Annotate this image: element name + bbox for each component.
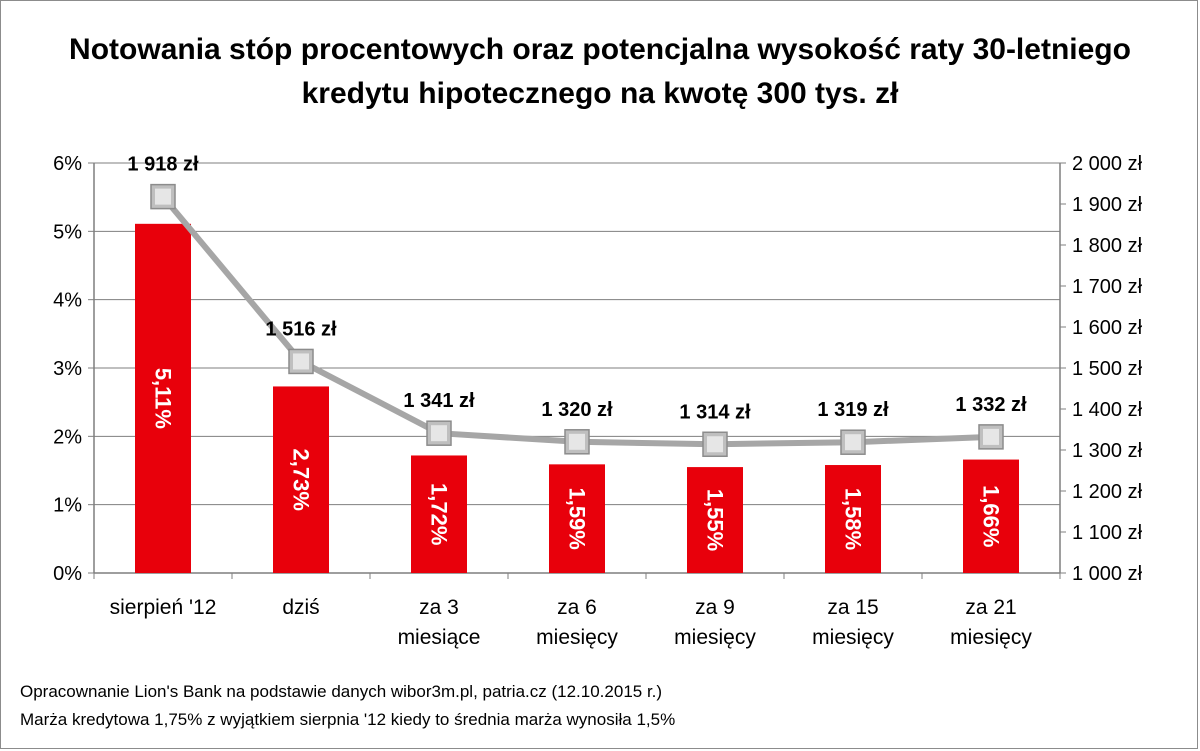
right-axis-tick-label: 1 300 zł: [1072, 440, 1143, 462]
x-axis-category-label: za 21: [965, 596, 1016, 619]
left-axis-tick-label: 4%: [53, 290, 82, 312]
bar: [687, 467, 743, 573]
chart-title-line-2: kredytu hipotecznego na kwotę 300 tys. z…: [301, 77, 899, 110]
x-axis-category-label: miesięcy: [674, 626, 756, 649]
line-value-label: 1 320 zł: [541, 399, 613, 421]
right-axis-tick-label: 1 400 zł: [1072, 399, 1143, 421]
bar: [963, 459, 1019, 573]
line-marker-highlight: [983, 428, 999, 445]
left-axis-tick-label: 0%: [53, 563, 82, 585]
source-note: Opracownanie Lion's Bank na podstawie da…: [20, 682, 663, 701]
bar-value-label: 1,59%: [565, 487, 590, 549]
x-axis-category-label: sierpień '12: [110, 596, 217, 619]
left-axis-tick-label: 5%: [53, 221, 82, 243]
right-axis-tick-label: 1 200 zł: [1072, 481, 1143, 503]
x-axis-category-label: miesiące: [398, 626, 481, 649]
right-axis-tick-label: 1 900 zł: [1072, 194, 1143, 216]
line-marker-highlight: [293, 353, 309, 370]
bar-value-label: 1,55%: [703, 489, 728, 551]
right-axis-tick-label: 1 600 zł: [1072, 317, 1143, 339]
bar-value-label: 5,11%: [151, 368, 176, 429]
left-axis-tick-label: 2%: [53, 426, 82, 448]
bar: [411, 455, 467, 573]
x-axis-category-label: za 3: [419, 596, 459, 619]
right-axis-tick-label: 1 700 zł: [1072, 276, 1143, 298]
bar: [549, 464, 605, 573]
line-value-label: 1 332 zł: [955, 394, 1027, 416]
x-axis-category-label: za 15: [827, 596, 878, 619]
line-marker-highlight: [155, 188, 171, 205]
left-axis-tick-label: 1%: [53, 495, 82, 517]
bar-value-label: 1,66%: [979, 485, 1004, 547]
line-value-label: 1 341 zł: [403, 390, 475, 412]
bar: [273, 386, 329, 573]
bar: [825, 465, 881, 573]
right-axis-tick-label: 1 000 zł: [1072, 563, 1143, 585]
right-axis-tick-label: 1 500 zł: [1072, 358, 1143, 380]
x-axis-category-label: miesięcy: [536, 626, 618, 649]
line-marker-highlight: [431, 425, 447, 442]
line-value-label: 1 314 zł: [679, 401, 751, 423]
x-axis-category-label: miesięcy: [812, 626, 894, 649]
line-marker-highlight: [569, 433, 585, 450]
chart-title: Notowania stóp procentowych oraz potencj…: [0, 28, 1200, 116]
left-axis-tick-label: 6%: [53, 153, 82, 175]
right-axis-tick-label: 1 100 zł: [1072, 522, 1143, 544]
x-axis-category-label: dziś: [282, 596, 319, 619]
bar-value-label: 2,73%: [289, 449, 314, 511]
left-axis-tick-label: 3%: [53, 358, 82, 380]
margin-note: Marża kredytowa 1,75% z wyjątkiem sierpn…: [20, 710, 676, 729]
line-marker-highlight: [707, 436, 723, 453]
x-axis-category-label: miesięcy: [950, 626, 1032, 649]
bar-value-label: 1,58%: [841, 488, 866, 550]
chart-title-line-1: Notowania stóp procentowych oraz potencj…: [69, 33, 1131, 66]
right-axis-tick-label: 1 800 zł: [1072, 235, 1143, 257]
x-axis-category-label: za 6: [557, 596, 597, 619]
line-value-label: 1 319 zł: [817, 399, 889, 421]
bar: [135, 223, 191, 574]
line-marker-highlight: [845, 434, 861, 451]
line-value-label: 1 918 zł: [127, 154, 199, 176]
x-axis-category-label: za 9: [695, 596, 735, 619]
bar-value-label: 1,72%: [427, 483, 452, 545]
line-value-label: 1 516 zł: [265, 318, 337, 340]
right-axis-tick-label: 2 000 zł: [1072, 153, 1143, 175]
